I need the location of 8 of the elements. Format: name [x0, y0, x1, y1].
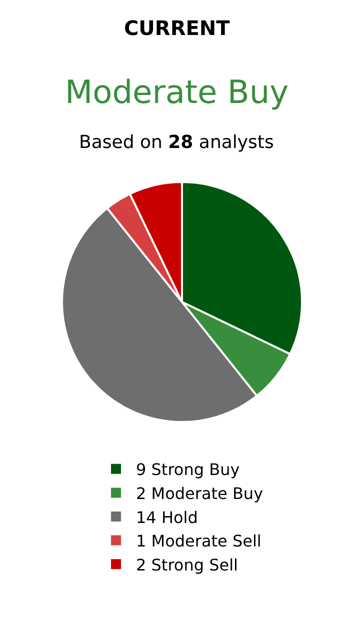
legend-label: 9 Strong Buy [136, 460, 240, 480]
text: Based on 28 analysts [79, 132, 274, 153]
chart-title: CURRENT [124, 16, 230, 40]
legend-label: 2 Strong Sell [136, 555, 238, 574]
chart-subtitle: Moderate Buy [65, 73, 289, 111]
legend-label: 2 Moderate Buy [136, 484, 264, 503]
legend-label: 14 Hold [136, 508, 198, 527]
legend-label: 1 Moderate Sell [136, 532, 262, 551]
